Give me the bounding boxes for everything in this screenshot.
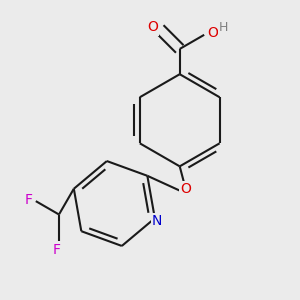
- Text: N: N: [152, 214, 162, 228]
- Text: O: O: [207, 26, 218, 40]
- Text: H: H: [219, 21, 228, 34]
- Text: F: F: [52, 243, 61, 256]
- Text: O: O: [180, 182, 191, 196]
- Text: O: O: [147, 20, 158, 34]
- Text: F: F: [24, 193, 32, 207]
